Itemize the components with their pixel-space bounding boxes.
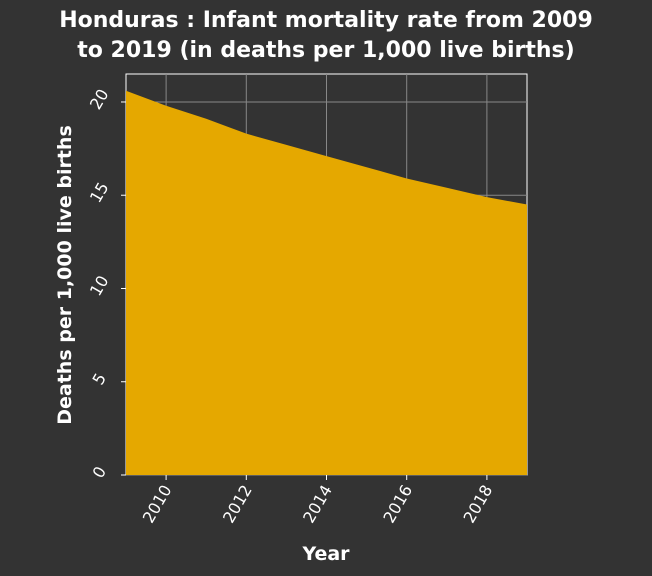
x-tick-label: 2016: [379, 482, 416, 527]
area-series: [126, 90, 527, 476]
x-tick-label: 2014: [299, 482, 336, 527]
x-tick-label: 2010: [139, 482, 176, 527]
y-tick-label: 20: [86, 86, 113, 113]
x-axis-title: Year: [301, 543, 350, 565]
y-axis-title: Deaths per 1,000 live births: [54, 125, 76, 425]
x-tick-label: 2018: [460, 482, 497, 527]
y-tick-label: 15: [86, 179, 113, 206]
y-tick-label: 10: [86, 272, 113, 299]
y-tick-label: 0: [88, 463, 110, 481]
chart-title-line-2: to 2019 (in deaths per 1,000 live births…: [77, 38, 574, 63]
chart-title-line-1: Honduras : Infant mortality rate from 20…: [59, 8, 593, 33]
y-tick-label: 5: [88, 370, 110, 388]
x-tick-label: 2012: [219, 482, 256, 527]
